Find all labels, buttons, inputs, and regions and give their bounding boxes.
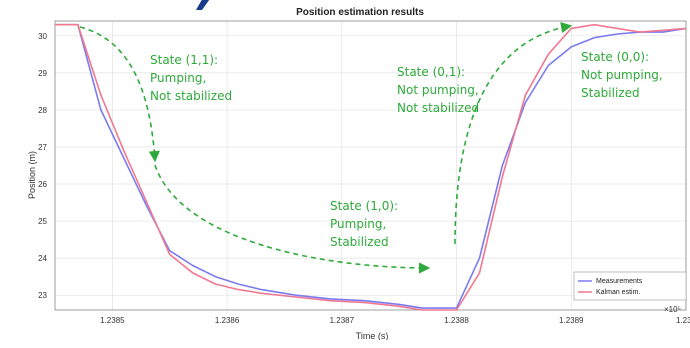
series-line-measurements <box>55 23 687 309</box>
x-tick-label: 1.2386 <box>215 316 240 325</box>
y-tick-label: 25 <box>38 217 47 226</box>
y-tick-label: 30 <box>38 32 47 41</box>
legend-label-kalman: Kalman estim. <box>596 289 640 296</box>
chart-title: Position estimation results <box>296 7 424 18</box>
x-tick-label: 1.2388 <box>444 316 469 325</box>
state-arrow-2 <box>154 164 431 274</box>
state-annotation-line: Not stabilized <box>150 89 232 103</box>
series-line-kalman <box>55 23 687 311</box>
x-tick-label: 1.2385 <box>100 316 125 325</box>
grid <box>55 21 687 310</box>
x-axis-label: Time (s) <box>356 331 389 341</box>
state-annotation-line: State (0,1): <box>397 65 465 79</box>
state-annotation-line: State (1,1): <box>150 53 218 67</box>
y-tick-label: 28 <box>38 106 47 115</box>
state-arrows <box>79 22 573 274</box>
state-annotation-line: Not stabilized <box>397 101 479 115</box>
plot-area <box>54 20 687 311</box>
state-annotation-line: State (1,0): <box>330 199 398 213</box>
state-annotation-line: Not pumping, <box>397 83 479 97</box>
y-tick-label: 29 <box>38 69 47 78</box>
y-tick-label: 23 <box>38 291 47 300</box>
y-tick-label: 26 <box>38 180 47 189</box>
axis-ticks: 1.2385 1.2386 1.2387 1.2388 1.2389 1.239 23 24 2… <box>38 32 690 325</box>
series-lines <box>55 23 687 311</box>
y-axis-label: Position (m) <box>27 151 37 199</box>
x-tick-label: 1.2389 <box>559 316 584 325</box>
x-tick-label: 1.2387 <box>330 316 355 325</box>
state-annotation-line: Not pumping, <box>581 68 663 82</box>
logo-fragment <box>190 0 230 10</box>
state-annotation-4: State (1,0): Pumping, Stabilized <box>330 199 398 249</box>
legend: Measurements Kalman estim. <box>573 271 687 301</box>
y-tick-label: 24 <box>38 254 47 263</box>
state-annotations: State (1,1): Pumping, Not stabilizedState … <box>150 50 663 249</box>
bottom-strip <box>0 340 690 348</box>
state-annotation-line: Pumping, <box>330 217 386 231</box>
state-annotation-3: State (0,0): Not pumping, Stabilized <box>581 50 663 100</box>
state-annotation-line: Pumping, <box>150 71 206 85</box>
state-annotation-line: Stabilized <box>330 235 389 249</box>
x-axis-exponent: ×10⁵ <box>664 305 681 314</box>
legend-label-measurements: Measurements <box>596 278 643 285</box>
state-annotation-line: Stabilized <box>581 86 640 100</box>
y-tick-label: 27 <box>38 143 47 152</box>
state-annotation-line: State (0,0): <box>581 50 649 64</box>
state-annotation-2: State (0,1): Not pumping, Not stabilized <box>397 65 479 115</box>
x-tick-label: 1.239 <box>676 316 690 325</box>
state-annotation-1: State (1,1): Pumping, Not stabilized <box>150 53 232 103</box>
state-arrow-1 <box>79 26 160 163</box>
state-arrow-3 <box>454 22 573 245</box>
